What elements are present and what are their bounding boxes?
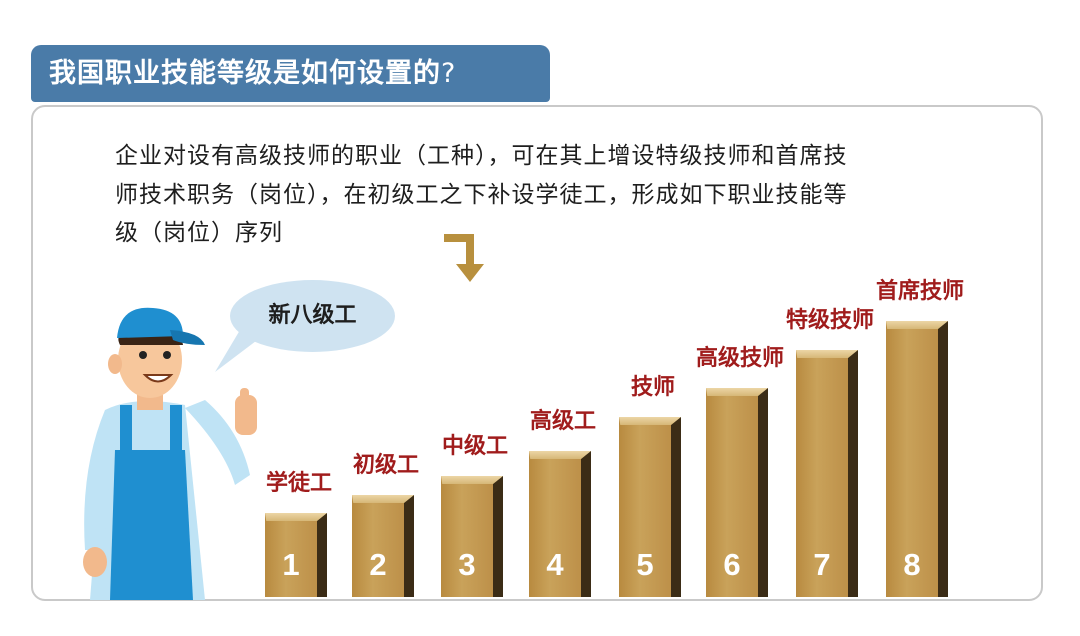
bar-face [352, 495, 404, 597]
level-number: 3 [458, 547, 476, 582]
bar-face [706, 388, 758, 597]
bar-side [404, 495, 414, 597]
title-question-mark: ? [441, 58, 457, 89]
bar-face [265, 513, 317, 597]
bar-side [317, 513, 327, 597]
bar-face [619, 417, 671, 597]
bar-face [796, 350, 848, 597]
level-number: 5 [636, 547, 654, 582]
level-number: 6 [723, 547, 741, 582]
bar-side [938, 321, 948, 597]
bar-face [529, 451, 581, 597]
level-number: 7 [813, 547, 831, 582]
bar-side [493, 476, 503, 597]
level-bar-4: 4 [529, 451, 591, 597]
speech-bubble-tail [215, 330, 260, 372]
level-label: 中级工 [441, 434, 509, 459]
level-bar-5: 5 [619, 417, 681, 597]
level-bar-2: 2 [352, 495, 414, 597]
bar-top [352, 495, 414, 503]
level-bar-3: 3 [441, 476, 503, 597]
bar-top [796, 350, 858, 358]
level-label: 初级工 [352, 453, 420, 478]
speech-bubble: 新八级工 [230, 280, 395, 352]
level-number: 1 [282, 547, 300, 582]
level-label: 特级技师 [785, 308, 875, 333]
bar-side [848, 350, 858, 597]
bar-side [581, 451, 591, 597]
description-line: 师技术职务（岗位），在初级工之下补设学徒工，形成如下职业技能等 [115, 181, 848, 208]
bar-top [706, 388, 768, 396]
level-label: 技师 [630, 375, 676, 400]
level-label: 高级技师 [695, 346, 785, 371]
title-banner: 我国职业技能等级是如何设置的? [31, 45, 550, 102]
description-line: 企业对设有高级技师的职业（工种），可在其上增设特级技师和首席技 [115, 143, 848, 169]
level-bar-1: 1 [265, 513, 327, 597]
bar-top [441, 476, 503, 484]
bar-face [886, 321, 938, 597]
level-number: 2 [369, 547, 387, 582]
level-bar-6: 6 [706, 388, 768, 597]
bar-top [886, 321, 948, 329]
bar-side [671, 417, 681, 597]
description-text: 企业对设有高级技师的职业（工种），可在其上增设特级技师和首席技 师技术职务（岗位… [115, 137, 995, 253]
bar-side [758, 388, 768, 597]
worker-illustration [83, 307, 257, 600]
level-label: 高级工 [529, 409, 597, 434]
level-label: 学徒工 [265, 471, 333, 496]
bar-top [529, 451, 591, 459]
bar-top [265, 513, 327, 521]
bar-face [441, 476, 493, 597]
bar-top [619, 417, 681, 425]
level-label: 首席技师 [875, 279, 965, 304]
description-line: 级（岗位）序列 [115, 220, 283, 246]
level-bar-8: 8 [886, 321, 948, 597]
title-text: 我国职业技能等级是如何设置的 [49, 58, 441, 89]
level-bar-7: 7 [796, 350, 858, 597]
level-number: 8 [903, 547, 921, 582]
down-arrow-icon [444, 234, 484, 282]
level-number: 4 [546, 547, 564, 582]
speech-bubble-text: 新八级工 [268, 303, 357, 328]
